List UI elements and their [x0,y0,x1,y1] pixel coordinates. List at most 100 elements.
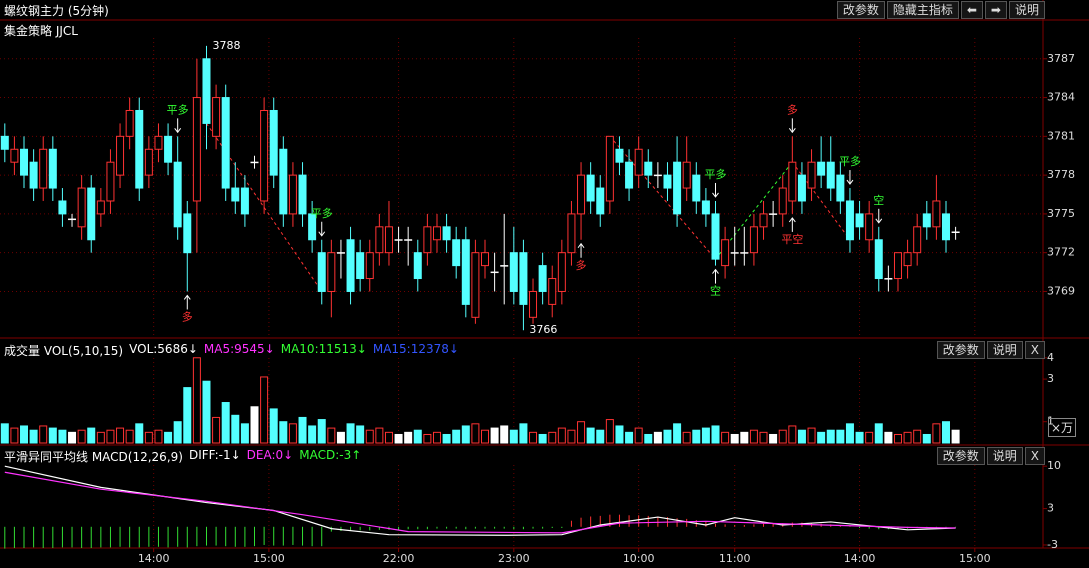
volume-bar [212,416,221,444]
candle-body [788,161,797,202]
signal-label: 空 [873,193,884,207]
candle-body [567,213,576,254]
volume-bar [221,402,230,444]
legend-item: DIFF:-1↓ [188,447,241,462]
signal-arrow-head [875,218,883,224]
volume-bar [740,431,749,444]
candle-body [644,161,653,176]
candle-body [327,252,336,292]
trend-line [609,136,716,260]
candle-body [577,174,586,215]
volume-bar [260,376,269,444]
volume-bar [164,431,173,444]
candle-body [586,174,595,202]
candle-body [548,278,557,305]
volume-bar [653,431,662,444]
volume-bar [20,425,29,444]
candle-body [164,135,173,163]
header-button[interactable]: 改参数 [836,1,885,19]
volume-bar [519,423,528,444]
candle-body [384,226,393,254]
candle-body [125,109,134,137]
panel-button[interactable]: X [1024,341,1045,359]
y-tick-label: 1 [1047,415,1054,428]
header-buttons: 改参数 隐藏主指标 ⬅ ➡ 说明 [836,1,1045,19]
volume-bar [288,423,297,444]
candle-body [116,135,125,176]
volume-bar [240,423,249,444]
volume-bar [356,425,365,444]
volume-bar [404,431,413,444]
volume-bar [701,427,710,444]
header-button[interactable]: 隐藏主指标 [886,1,959,19]
candle-body [845,200,854,241]
header-button[interactable]: ⬅ [960,1,983,19]
indicator-name: 集金策略 JJCL [4,23,78,38]
volume-legend-row: 成交量 VOL(5,10,15) VOL:5686↓ MA5:9545↓ MA10:1… [0,341,1045,359]
y-tick-label: 3781 [1047,129,1075,142]
candle-body [855,213,864,228]
panel-button[interactable]: X [1024,447,1045,465]
candle-body [701,200,710,215]
volume-bar [269,408,278,444]
volume-bar [567,429,576,444]
header-button[interactable]: ➡ [984,1,1007,19]
signal-arrow-head [788,217,796,223]
candle-body [836,174,845,202]
candle-body [317,252,326,292]
candle-body [375,226,384,254]
volume-bar [509,429,518,444]
x-tick-label: 15:00 [253,552,285,565]
volume-bar [903,431,912,444]
volume-bar [336,431,345,444]
candle-body [442,226,451,241]
candle-body [250,161,259,164]
candle-body [58,200,67,215]
candle-body [509,252,518,292]
x-tick-label: 15:00 [959,552,991,565]
extreme-label: 3766 [529,323,557,336]
volume-bar [893,433,902,444]
legend-item: VOL:5686↓ [129,341,198,356]
candle-body [740,252,749,254]
panel-button[interactable]: 改参数 [936,341,985,359]
volume-bar [346,423,355,444]
extreme-label: 3788 [212,39,240,52]
volume-bar [548,431,557,444]
y-tick-label: 3772 [1047,246,1075,259]
volume-bar [845,423,854,444]
panel-button[interactable]: 改参数 [936,447,985,465]
candle-body [135,109,144,189]
panel-button[interactable]: 说明 [986,447,1023,465]
candle-body [404,239,413,241]
y-tick-label: 3 [1047,502,1054,515]
volume-bar [87,427,96,444]
volume-bar [0,423,9,444]
candle-body [10,148,19,163]
candle-body [605,135,614,202]
volume-bar [730,433,739,444]
volume-bar [116,427,125,444]
volume-bar [481,429,490,444]
volume-bar [375,427,384,444]
volume-unit: ×万 [1048,418,1077,437]
panel-button[interactable]: 说明 [986,341,1023,359]
x-tick-label: 11:00 [719,552,751,565]
volume-bar [865,431,874,444]
header-button[interactable]: 说明 [1008,1,1045,19]
volume-bar [788,425,797,444]
candle-body [893,252,902,280]
candle-body [730,252,739,254]
candle-body [692,174,701,202]
candle-body [346,239,355,292]
candle-body [154,135,163,150]
candle-body [183,213,192,254]
candle-body [39,148,48,189]
volume-bar [327,427,336,444]
volume-bar [96,431,105,444]
volume-bar [500,425,509,444]
volume-bar [586,427,595,444]
candle-body [288,174,297,215]
signal-arrow-head [712,192,719,198]
